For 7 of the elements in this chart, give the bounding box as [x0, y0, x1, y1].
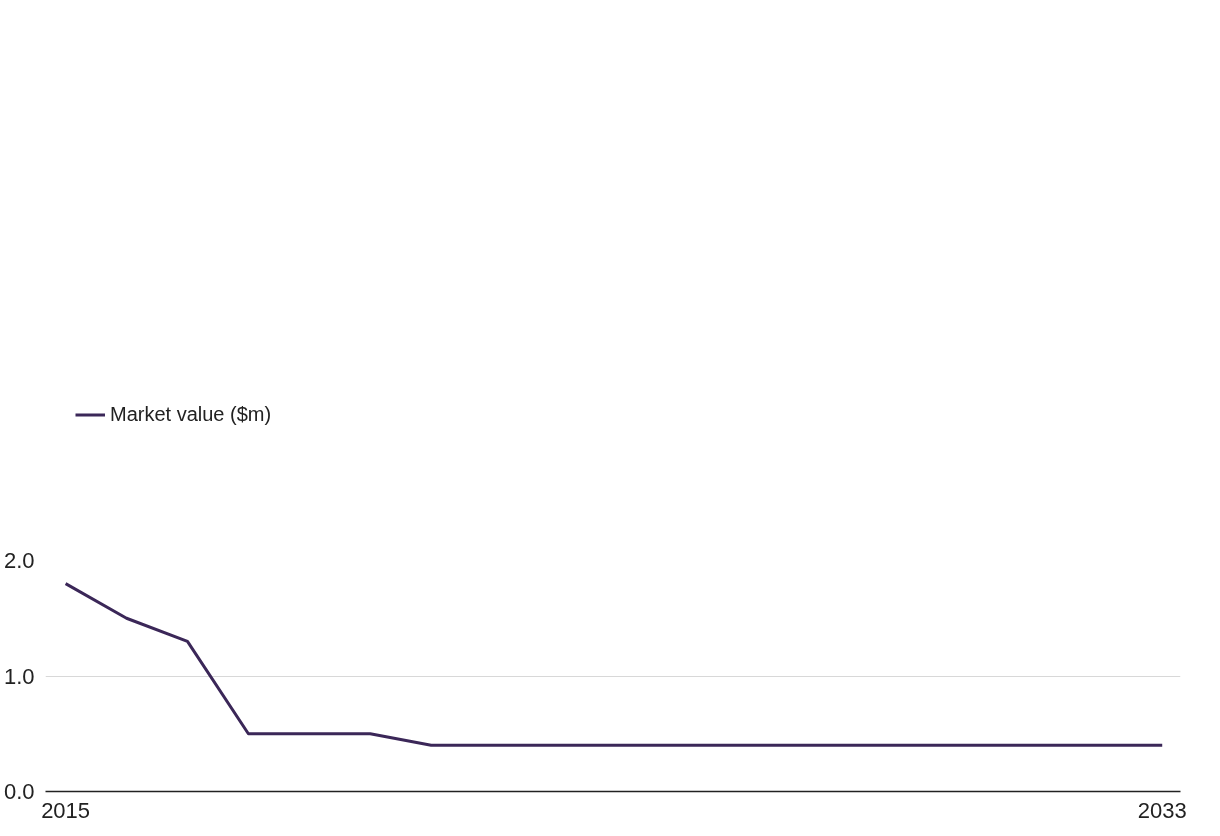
- y-tick-label: 1.0: [3, 663, 35, 689]
- line-series: [64, 582, 1164, 747]
- x-tick-label: 2033: [1137, 797, 1187, 823]
- x-tick-label: 2015: [41, 797, 91, 823]
- legend-label: Market value ($m): [110, 402, 272, 426]
- y-tick-label: 2.0: [3, 548, 35, 573]
- y-tick-label: 0.0: [3, 779, 35, 804]
